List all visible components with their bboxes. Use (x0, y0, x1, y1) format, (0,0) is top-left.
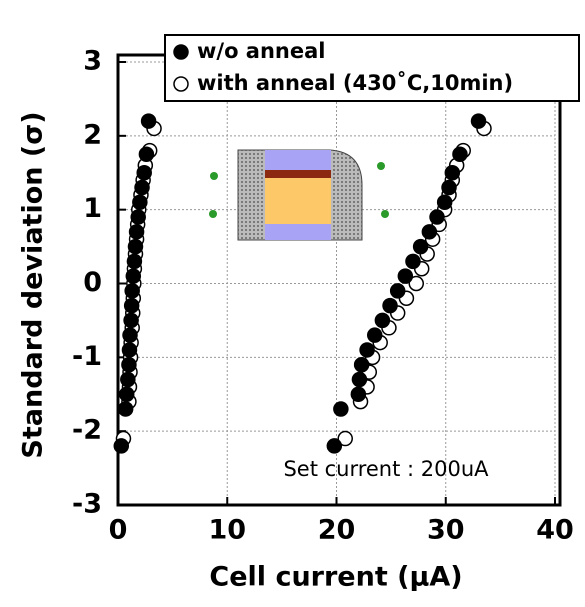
point (126, 253, 143, 270)
inset-layer (265, 150, 331, 170)
point (113, 438, 130, 454)
inset-layer (265, 224, 331, 240)
point (127, 238, 144, 255)
inset-dot (381, 210, 389, 218)
x-tick-label: 0 (109, 515, 128, 546)
legend-box (164, 34, 580, 102)
point (444, 165, 461, 181)
point (429, 209, 445, 225)
y-tick-label: 0 (83, 267, 102, 298)
point (366, 327, 383, 343)
point (374, 312, 391, 329)
y-tick-label: -1 (72, 341, 102, 372)
point (124, 283, 140, 299)
legend-label: with anneal (430˚C,10min) (197, 71, 513, 95)
point (123, 312, 139, 329)
point (470, 113, 487, 129)
point (408, 275, 425, 292)
point (326, 438, 343, 454)
inset-dot (209, 210, 217, 218)
y-tick-label: -2 (72, 415, 102, 446)
inset-dot (377, 162, 385, 170)
point (337, 430, 353, 447)
x-tick-label: 10 (208, 515, 246, 546)
point (351, 371, 368, 388)
x-tick-label: 40 (536, 515, 574, 546)
legend-label: w/o anneal (197, 39, 326, 63)
inset-dot (210, 172, 218, 180)
inset-layer (265, 178, 331, 224)
point (134, 179, 150, 196)
point (138, 146, 155, 163)
inset-layer (265, 170, 331, 178)
point (140, 113, 157, 129)
legend-marker (173, 76, 189, 92)
y-tick-label: 3 (83, 46, 102, 77)
y-axis-label: Standard deviation (σ) (18, 111, 49, 458)
point (333, 401, 349, 417)
point (389, 283, 406, 299)
point (359, 342, 375, 358)
point (128, 224, 145, 240)
point (118, 386, 135, 402)
legend-marker (173, 44, 189, 60)
y-tick-label: -3 (72, 489, 102, 520)
point (123, 297, 140, 314)
point (350, 386, 367, 402)
point (125, 268, 142, 284)
point (405, 253, 421, 270)
point (121, 342, 138, 358)
y-tick-label: 2 (83, 119, 102, 150)
annotation: Set current : 200uA (283, 457, 489, 481)
point (122, 327, 138, 343)
point (397, 268, 414, 284)
point (353, 356, 370, 373)
point (452, 146, 468, 163)
point (441, 179, 457, 196)
x-tick-label: 30 (427, 515, 465, 546)
point (121, 356, 137, 373)
point (132, 194, 148, 211)
point (117, 401, 134, 417)
point (412, 238, 429, 255)
point (136, 165, 152, 181)
x-axis-label: Cell current (μA) (209, 562, 462, 593)
x-tick-label: 20 (318, 515, 356, 546)
point (421, 224, 438, 240)
point (130, 209, 146, 225)
device-inset (209, 149, 389, 241)
point (382, 297, 398, 314)
y-tick-label: 1 (83, 193, 102, 224)
point (120, 371, 136, 388)
point (436, 194, 453, 211)
